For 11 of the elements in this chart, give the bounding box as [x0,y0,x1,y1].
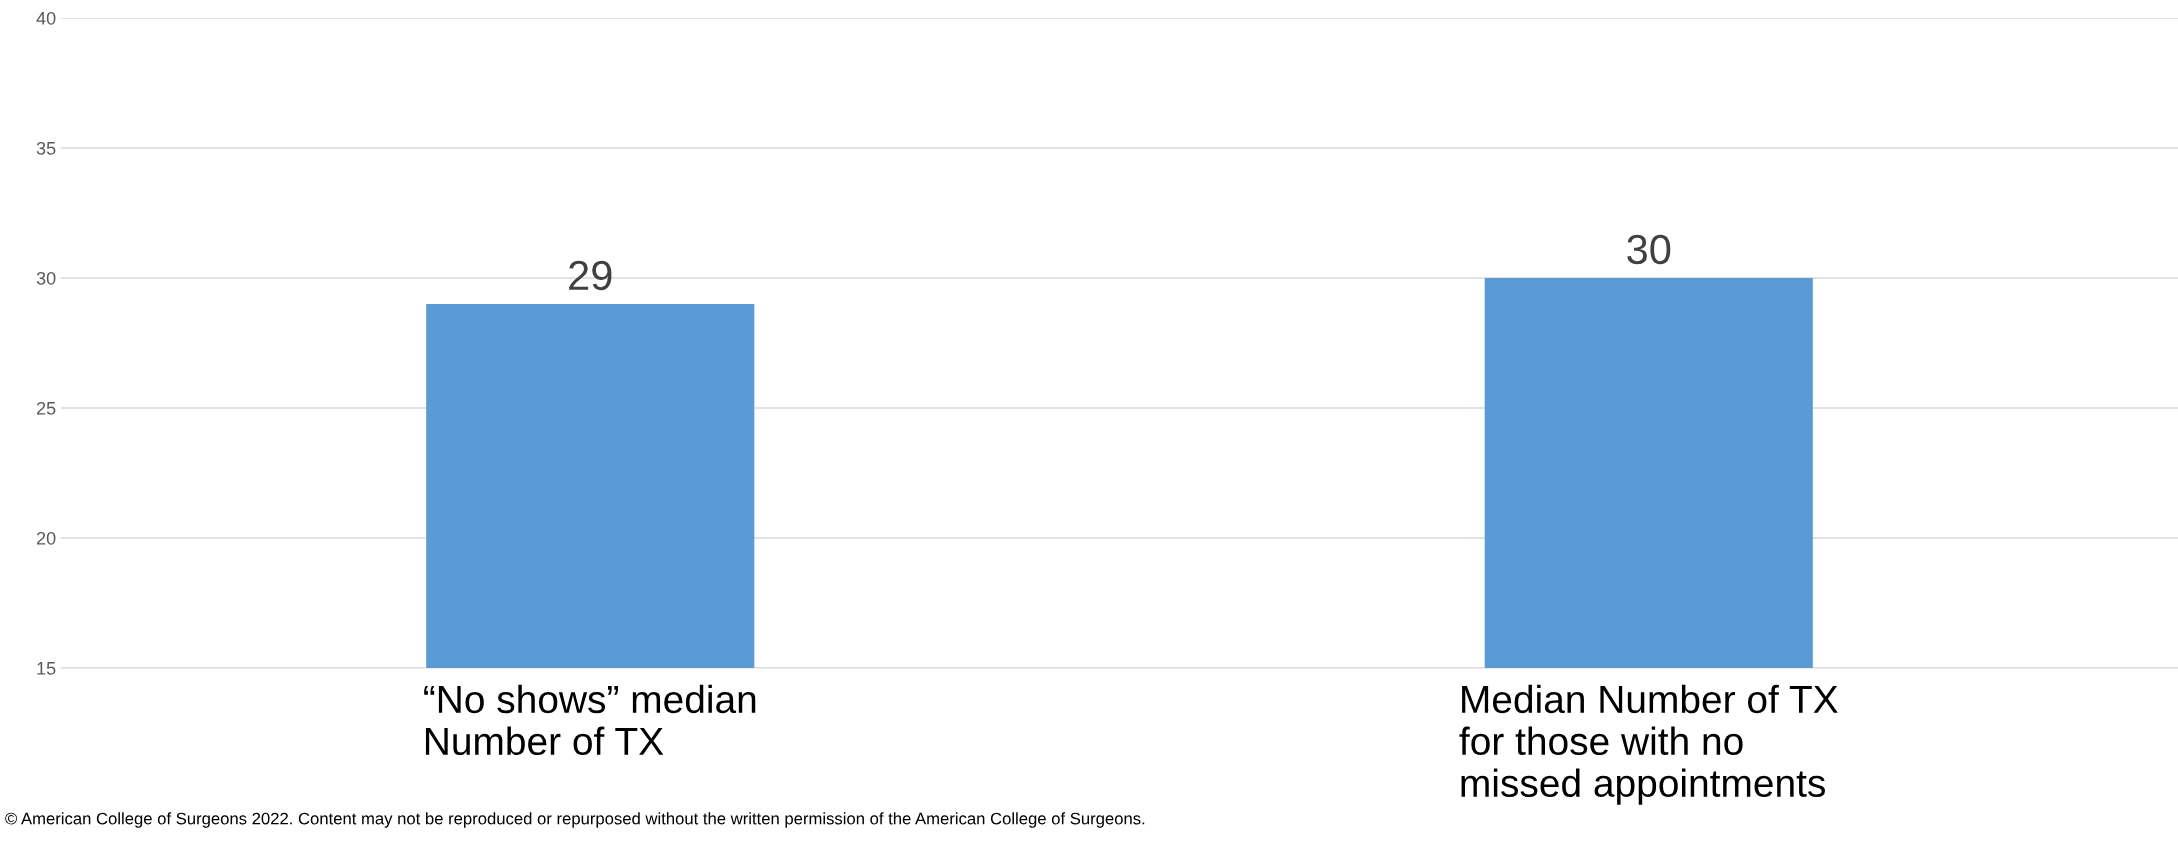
text: © American College of Surgeons 2022. Content may not be reproduced or repurposed without the written permission of the American College of Surgeons. [5,812,1145,828]
y-tick-label: 35 [36,141,56,155]
data-label: 29 [569,260,612,291]
x-tick-label: “No shows” median Number of TX [424,684,756,756]
y-tick-label: 20 [36,531,56,545]
x-tick-label: Median Number of TX for those with no missed appointments [1459,684,1838,805]
y-tick-label: 25 [36,401,56,415]
y-tick-label: 40 [36,11,56,25]
y-tick-label: 15 [37,662,56,675]
data-label: 30 [1627,234,1671,265]
y-tick-label: 30 [36,271,56,285]
